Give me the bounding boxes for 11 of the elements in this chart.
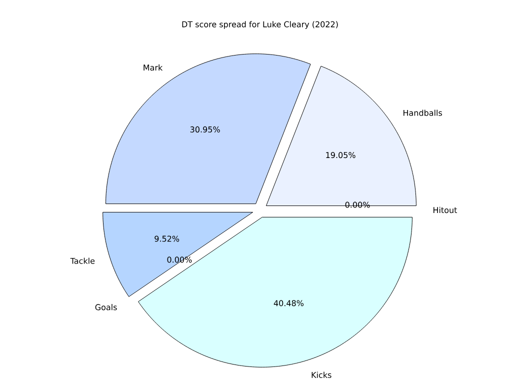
chart-title: DT score spread for Luke Cleary (2022) xyxy=(182,21,338,29)
data-label: 19.05% xyxy=(326,152,356,158)
data-label: 9.52% xyxy=(154,236,180,242)
data-label: 30.95% xyxy=(190,126,220,132)
slice-label: Mark xyxy=(144,64,163,71)
category-label: Goals xyxy=(95,304,117,310)
data-label: 40.48% xyxy=(274,300,304,306)
slice-label: Tackle xyxy=(70,258,95,264)
slice-label: Kicks xyxy=(312,372,332,378)
slice-label: Handballs xyxy=(404,110,442,116)
category-label: Hitout xyxy=(433,206,458,214)
